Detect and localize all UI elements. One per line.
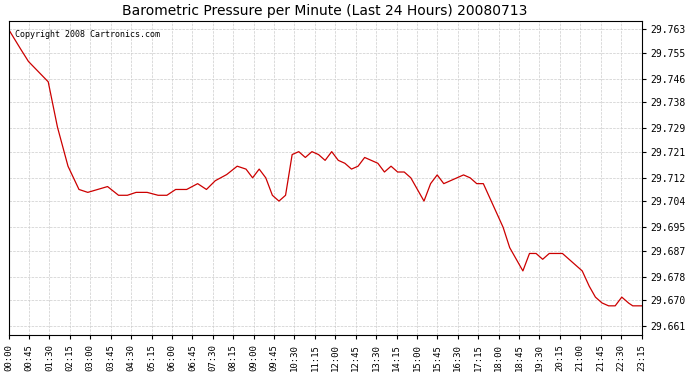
Title: Barometric Pressure per Minute (Last 24 Hours) 20080713: Barometric Pressure per Minute (Last 24 … <box>122 4 528 18</box>
Text: Copyright 2008 Cartronics.com: Copyright 2008 Cartronics.com <box>15 30 160 39</box>
